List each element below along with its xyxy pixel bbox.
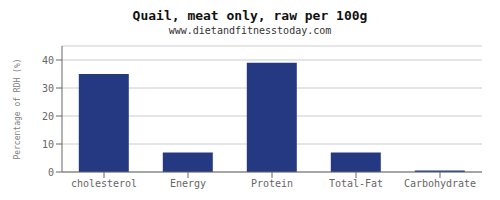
svg-text:0: 0 bbox=[48, 167, 54, 178]
html-text:www.dietandfitnesstoday.com: www.dietandfitnesstoday.com bbox=[168, 25, 332, 36]
svg-text:20: 20 bbox=[42, 111, 54, 122]
svg-text:10: 10 bbox=[42, 139, 54, 150]
html-text:Quail, meat only, raw per 100g: Quail, meat only, raw per 100g bbox=[132, 8, 368, 23]
svg-text:Total-Fat: Total-Fat bbox=[329, 178, 383, 189]
svg-text:Percentage of RDH (%): Percentage of RDH (%) bbox=[13, 58, 22, 159]
svg-text:Energy: Energy bbox=[170, 178, 206, 189]
svg-text:40: 40 bbox=[42, 55, 54, 66]
svg-text:30: 30 bbox=[42, 83, 54, 94]
svg-text:Protein: Protein bbox=[251, 178, 293, 189]
svg-text:cholesterol: cholesterol bbox=[71, 178, 137, 189]
svg-text:Carbohydrate: Carbohydrate bbox=[404, 178, 476, 189]
